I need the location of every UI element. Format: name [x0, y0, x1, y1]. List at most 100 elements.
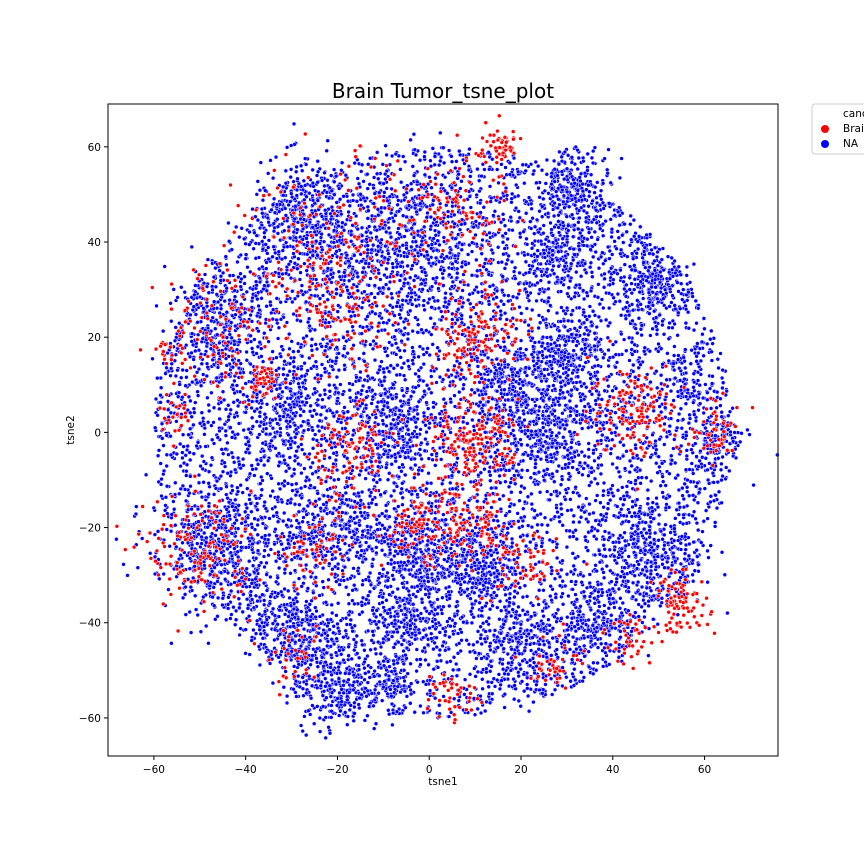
- scatter-point-na: [235, 485, 240, 490]
- scatter-point-na: [593, 563, 598, 568]
- scatter-point-na: [291, 467, 297, 472]
- scatter-point-na: [260, 359, 266, 364]
- scatter-point-na: [405, 427, 411, 433]
- scatter-point-na: [694, 520, 700, 526]
- scatter-point-na: [351, 582, 357, 588]
- scatter-point-na: [380, 162, 386, 167]
- scatter-point-na: [421, 303, 426, 308]
- scatter-point-na: [680, 493, 685, 498]
- scatter-point-na: [476, 178, 482, 183]
- scatter-point-na: [718, 351, 723, 356]
- scatter-point-na: [493, 513, 499, 519]
- scatter-point-na: [193, 400, 198, 405]
- scatter-point-na: [229, 435, 235, 440]
- scatter-point-na: [628, 221, 633, 227]
- scatter-point-na: [302, 466, 307, 471]
- scatter-point-na: [397, 465, 402, 470]
- scatter-point-na: [361, 179, 366, 184]
- scatter-point-na: [472, 712, 478, 717]
- scatter-point-na: [683, 347, 688, 352]
- scatter-point-na: [489, 505, 494, 510]
- scatter-point-na: [369, 291, 374, 296]
- scatter-point-na: [498, 312, 504, 318]
- scatter-point-na: [666, 325, 672, 330]
- scatter-point-na: [660, 479, 666, 484]
- scatter-point-na: [257, 414, 263, 419]
- scatter-point-na: [475, 570, 481, 576]
- scatter-point-na: [547, 623, 552, 628]
- scatter-point-na: [289, 482, 295, 487]
- scatter-point-na: [719, 477, 724, 483]
- scatter-point-na: [697, 458, 702, 464]
- scatter-point-na: [593, 518, 598, 523]
- scatter-point-na: [544, 530, 550, 535]
- scatter-point-na: [355, 550, 360, 555]
- scatter-point-na: [450, 203, 455, 209]
- scatter-point-na: [359, 388, 365, 393]
- scatter-point-na: [512, 588, 518, 594]
- scatter-point-na: [648, 478, 654, 484]
- scatter-point-na: [309, 343, 314, 349]
- scatter-point-na: [469, 620, 475, 626]
- scatter-point-na: [582, 404, 588, 409]
- scatter-point-na: [397, 348, 402, 353]
- scatter-point-na: [289, 339, 294, 344]
- scatter-point-na: [362, 648, 367, 653]
- scatter-point-na: [217, 268, 222, 273]
- scatter-point-na: [524, 594, 530, 599]
- scatter-point-na: [579, 426, 585, 431]
- scatter-point-na: [226, 239, 232, 244]
- scatter-point-na: [683, 547, 688, 552]
- scatter-point-na: [423, 436, 428, 442]
- scatter-point-na: [261, 598, 267, 603]
- scatter-point-na: [452, 363, 457, 369]
- scatter-point-na: [703, 382, 708, 387]
- scatter-point-na: [587, 572, 593, 577]
- scatter-point-na: [347, 203, 353, 209]
- scatter-point-na: [171, 506, 177, 512]
- scatter-point-na: [160, 436, 165, 441]
- scatter-point-na: [537, 320, 543, 325]
- scatter-point-na: [638, 481, 643, 486]
- scatter-point-na: [429, 185, 434, 190]
- scatter-point-na: [642, 395, 647, 400]
- scatter-point-na: [640, 620, 645, 625]
- scatter-point-na: [360, 582, 365, 587]
- scatter-point-na: [408, 465, 414, 471]
- scatter-point-na: [460, 288, 465, 293]
- scatter-point-na: [262, 548, 267, 553]
- scatter-point-na: [310, 460, 315, 466]
- scatter-point-na: [552, 576, 558, 581]
- scatter-point-na: [720, 385, 725, 391]
- scatter-point-na: [497, 686, 503, 692]
- scatter-point-na: [438, 658, 444, 664]
- scatter-point-na: [163, 495, 169, 500]
- scatter-point-na: [259, 487, 265, 492]
- scatter-point-na: [238, 284, 244, 289]
- scatter-point-na: [600, 233, 606, 239]
- scatter-point-na: [268, 574, 273, 580]
- scatter-point-na: [270, 425, 276, 431]
- scatter-point-na: [453, 661, 459, 667]
- scatter-point-na: [693, 298, 699, 304]
- scatter-point-na: [522, 485, 527, 491]
- scatter-point-na: [645, 487, 651, 493]
- scatter-point-na: [405, 263, 410, 269]
- scatter-point-na: [531, 358, 536, 364]
- scatter-point-na: [321, 585, 326, 590]
- scatter-point-na: [571, 490, 576, 495]
- scatter-point-na: [659, 596, 665, 601]
- scatter-point-na: [467, 146, 472, 152]
- scatter-point-na: [368, 276, 373, 281]
- scatter-point-na: [657, 464, 662, 470]
- scatter-point-na: [156, 448, 162, 453]
- scatter-point-na: [511, 696, 517, 702]
- scatter-point-na: [188, 483, 193, 489]
- scatter-point-na: [471, 642, 476, 648]
- scatter-point-na: [608, 451, 613, 456]
- scatter-point-na: [248, 589, 254, 594]
- scatter-point-na: [452, 621, 458, 626]
- scatter-point-na: [196, 472, 202, 478]
- scatter-point-na: [565, 318, 571, 324]
- scatter-point-na: [426, 456, 432, 461]
